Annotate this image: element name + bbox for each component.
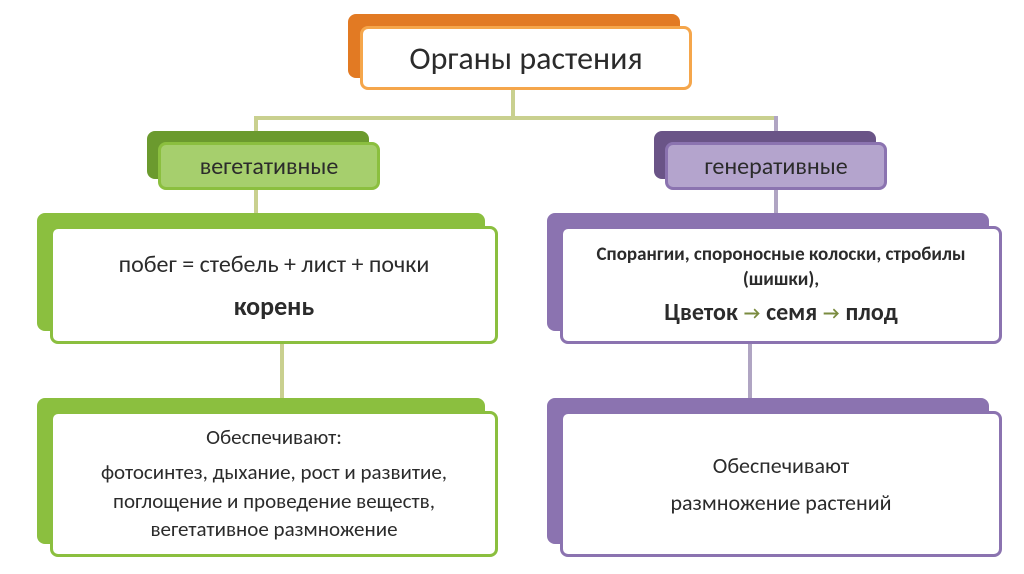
gen-box3: Обеспечивают размножение растений: [560, 411, 1002, 557]
gen-flow1: Цветок: [664, 298, 738, 327]
gen-title-box: генеративные: [665, 142, 887, 190]
gen-flow: Цветок → семя → плод: [664, 298, 898, 327]
arrow-icon: →: [742, 304, 762, 322]
gen-flow3: плод: [845, 298, 897, 327]
conn-root-vert: [511, 85, 515, 120]
gen-box3-line1: Обеспечивают: [713, 452, 849, 479]
veg-box3: Обеспечивают: фотосинтез, дыхание, рост …: [50, 411, 498, 557]
root-title: Органы растения: [409, 39, 642, 78]
gen-box3-line2: размножение растений: [670, 489, 891, 516]
veg-box2: побег = стебель + лист + почки корень: [50, 226, 498, 344]
veg-box2-line1: побег = стебель + лист + почки: [119, 248, 430, 282]
root-box: Органы растения: [360, 26, 692, 90]
veg-title: вегетативные: [200, 152, 339, 181]
gen-box2-line1: Спорангии, спороносные колоски, стробилы…: [579, 243, 983, 292]
veg-box3-line2: фотосинтез, дыхание, рост и развитие, по…: [71, 458, 477, 543]
gen-flow2: семя: [766, 298, 817, 327]
arrow-icon: →: [821, 304, 841, 322]
gen-title: генеративные: [704, 152, 847, 181]
veg-box3-line1: Обеспечивают:: [206, 424, 342, 450]
conn-root-horiz: [254, 116, 778, 120]
gen-box2: Спорангии, спороносные колоски, стробилы…: [560, 226, 1002, 344]
veg-box2-line2: корень: [234, 290, 314, 322]
veg-title-box: вегетативные: [158, 142, 380, 190]
